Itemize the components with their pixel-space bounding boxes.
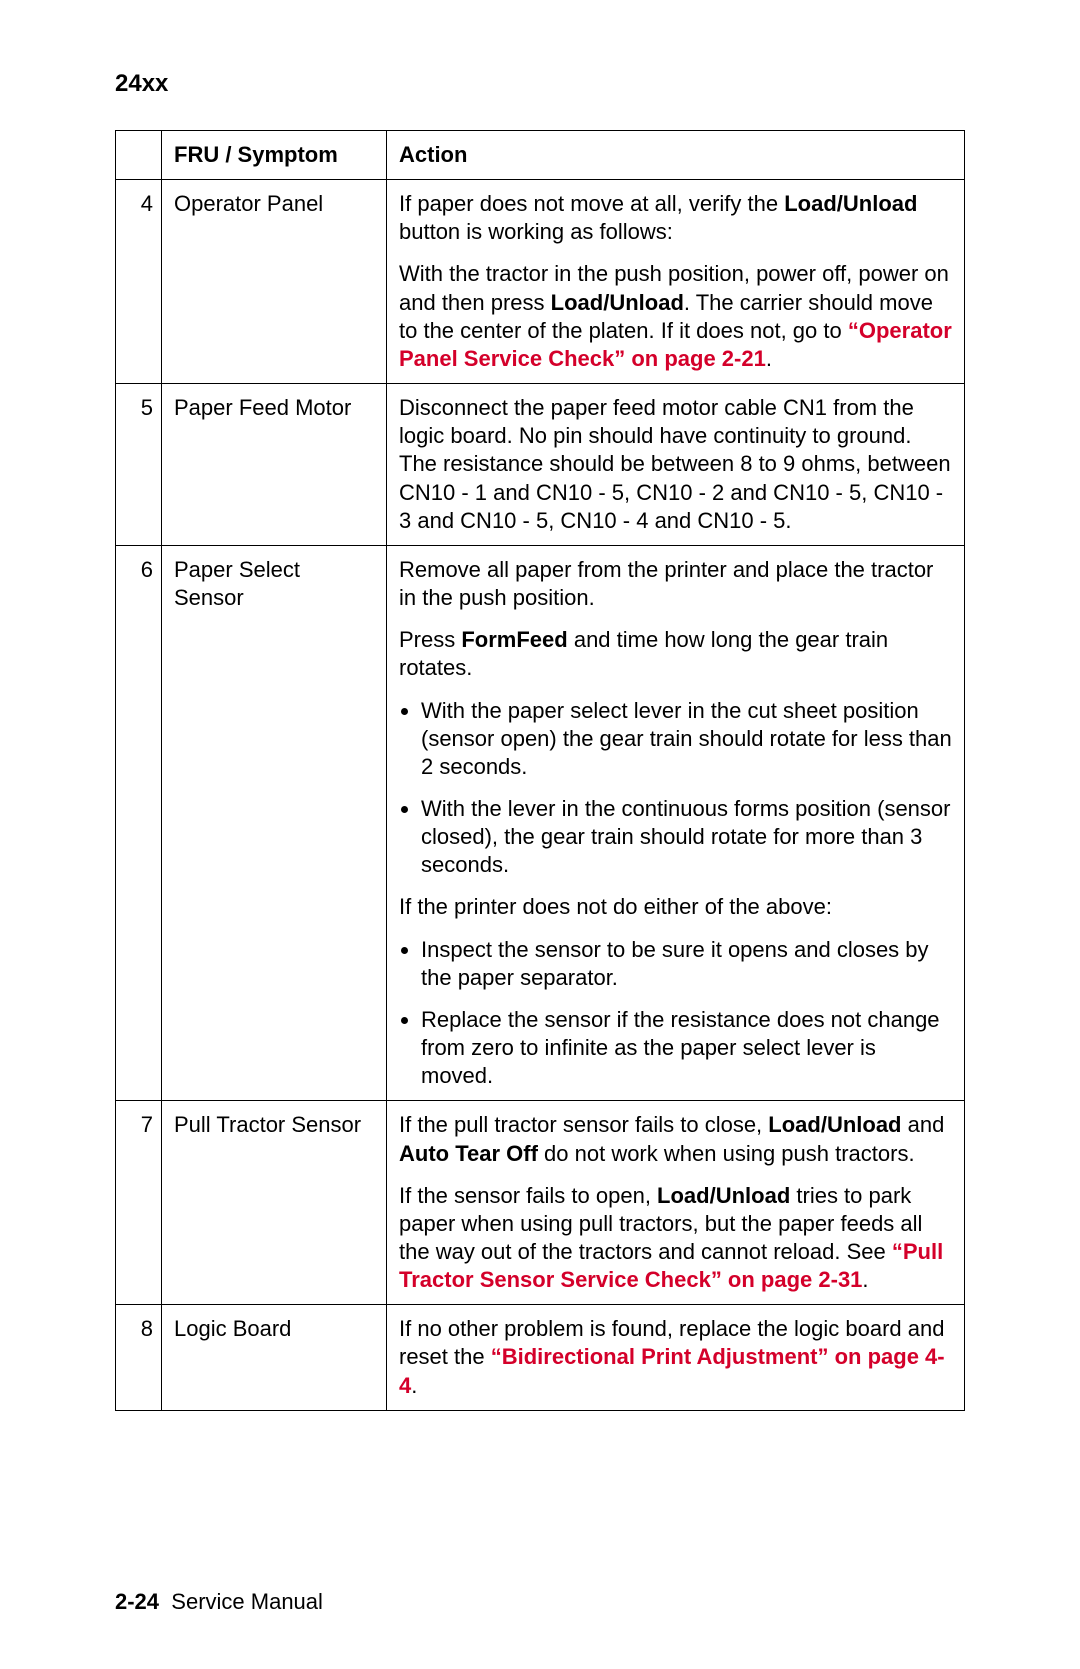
table-row: 5 Paper Feed Motor Disconnect the paper … [116,384,965,546]
fru-table: FRU / Symptom Action 4 Operator Panel If… [115,130,965,1411]
row-fru: Pull Tractor Sensor [162,1101,387,1305]
list-item: With the paper select lever in the cut s… [421,697,952,781]
bold-text: Load/Unload [657,1183,790,1208]
text: . [862,1267,868,1292]
row-fru: Paper Select Sensor [162,545,387,1101]
page-number: 2-24 [115,1589,159,1614]
page-footer: 2-24 Service Manual [115,1589,323,1615]
row-num: 5 [116,384,162,546]
text: do not work when using push tractors. [538,1141,915,1166]
table-row: 6 Paper Select Sensor Remove all paper f… [116,545,965,1101]
text: Disconnect the paper feed motor cable CN… [399,394,952,535]
row-action: Remove all paper from the printer and pl… [387,545,965,1101]
list-item: Replace the sensor if the resistance doe… [421,1006,952,1090]
col-fru-header: FRU / Symptom [162,131,387,180]
list-item: With the lever in the continuous forms p… [421,795,952,879]
bold-text: Load/Unload [551,290,684,315]
text: If the sensor fails to open, [399,1183,657,1208]
text: If paper does not move at all, verify th… [399,191,784,216]
text: If the printer does not do either of the… [399,893,952,921]
bullet-list: Inspect the sensor to be sure it opens a… [399,936,952,1091]
text: . [766,346,772,371]
text: Press [399,627,461,652]
row-fru: Paper Feed Motor [162,384,387,546]
bold-text: Load/Unload [784,191,917,216]
row-num: 7 [116,1101,162,1305]
row-fru: Operator Panel [162,180,387,384]
row-num: 4 [116,180,162,384]
row-action: Disconnect the paper feed motor cable CN… [387,384,965,546]
row-fru: Logic Board [162,1305,387,1410]
footer-label: Service Manual [171,1589,323,1614]
list-item: Inspect the sensor to be sure it opens a… [421,936,952,992]
row-action: If no other problem is found, replace th… [387,1305,965,1410]
row-num: 6 [116,545,162,1101]
text: If the pull tractor sensor fails to clos… [399,1112,768,1137]
page-header: 24xx [115,70,965,98]
text: . [411,1373,417,1398]
table-row: 7 Pull Tractor Sensor If the pull tracto… [116,1101,965,1305]
bullet-list: With the paper select lever in the cut s… [399,697,952,880]
row-num: 8 [116,1305,162,1410]
bold-text: Load/Unload [768,1112,901,1137]
table-header-row: FRU / Symptom Action [116,131,965,180]
text: button is working as follows: [399,219,673,244]
col-num-header [116,131,162,180]
row-action: If the pull tractor sensor fails to clos… [387,1101,965,1305]
row-action: If paper does not move at all, verify th… [387,180,965,384]
col-action-header: Action [387,131,965,180]
text: and [902,1112,945,1137]
text: Remove all paper from the printer and pl… [399,556,952,612]
table-row: 4 Operator Panel If paper does not move … [116,180,965,384]
bold-text: Auto Tear Off [399,1141,538,1166]
table-row: 8 Logic Board If no other problem is fou… [116,1305,965,1410]
bold-text: FormFeed [461,627,567,652]
